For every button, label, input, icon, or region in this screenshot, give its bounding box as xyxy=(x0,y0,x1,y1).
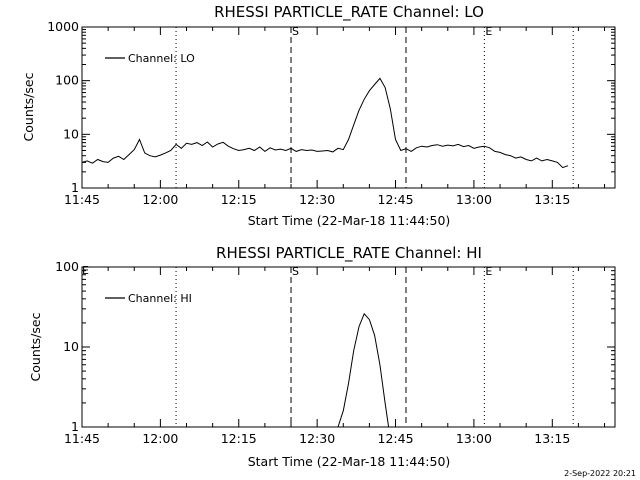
x-tick-label: 12:45 xyxy=(378,192,414,207)
y-tick-label: 100 xyxy=(55,259,79,274)
chart-panel-lo: RHESSI PARTICLE_RATE Channel: LO Start T… xyxy=(21,3,616,228)
y-axis-label: Counts/sec xyxy=(21,72,36,141)
plot-frame xyxy=(81,26,616,189)
time-marker-label: S xyxy=(292,265,299,278)
time-marker-label: S xyxy=(292,25,299,38)
x-tick-label: 12:30 xyxy=(299,431,335,446)
x-axis-label: Start Time (22-Mar-18 11:44:50) xyxy=(248,213,451,228)
x-tick-label: 12:15 xyxy=(221,192,257,207)
plot-frame xyxy=(81,266,616,428)
x-tick-label: 12:00 xyxy=(142,431,178,446)
y-axis-label: Counts/sec xyxy=(28,312,43,381)
y-tick-label: 1 xyxy=(71,180,79,195)
x-tick-label: 12:00 xyxy=(142,192,178,207)
y-tick-label: 1000 xyxy=(47,19,79,34)
x-tick-label: 12:30 xyxy=(299,192,335,207)
y-tick-label: 10 xyxy=(63,339,79,354)
series-line xyxy=(81,77,569,169)
legend-label: Channel: HI xyxy=(128,292,192,305)
x-tick-label: 13:15 xyxy=(534,192,570,207)
x-tick-label: 12:15 xyxy=(221,431,257,446)
x-tick-label: 13:00 xyxy=(456,431,492,446)
time-marker-label: E xyxy=(485,265,492,278)
legend-label: Channel: LO xyxy=(128,52,195,65)
x-tick-label: 13:00 xyxy=(456,192,492,207)
x-tick-label: 11:45 xyxy=(64,192,100,207)
chart-title: RHESSI PARTICLE_RATE Channel: LO xyxy=(214,3,484,22)
legend: Channel: HI xyxy=(105,292,192,305)
legend: Channel: LO xyxy=(105,52,195,65)
y-tick-label: 1 xyxy=(71,419,79,434)
chart-title: RHESSI PARTICLE_RATE Channel: HI xyxy=(216,244,482,263)
time-marker-label: E xyxy=(485,25,492,38)
chart-panel-hi: RHESSI PARTICLE_RATE Channel: HI Start T… xyxy=(28,244,616,469)
x-tick-label: 13:15 xyxy=(534,431,570,446)
x-tick-label: 12:45 xyxy=(378,431,414,446)
x-tick-label: 11:45 xyxy=(64,431,100,446)
x-axis-label: Start Time (22-Mar-18 11:44:50) xyxy=(248,454,451,469)
y-tick-label: 10 xyxy=(63,126,79,141)
date-stamp: 2-Sep-2022 20:21 xyxy=(564,469,636,478)
series-line xyxy=(337,312,390,428)
y-tick-label: 100 xyxy=(55,73,79,88)
